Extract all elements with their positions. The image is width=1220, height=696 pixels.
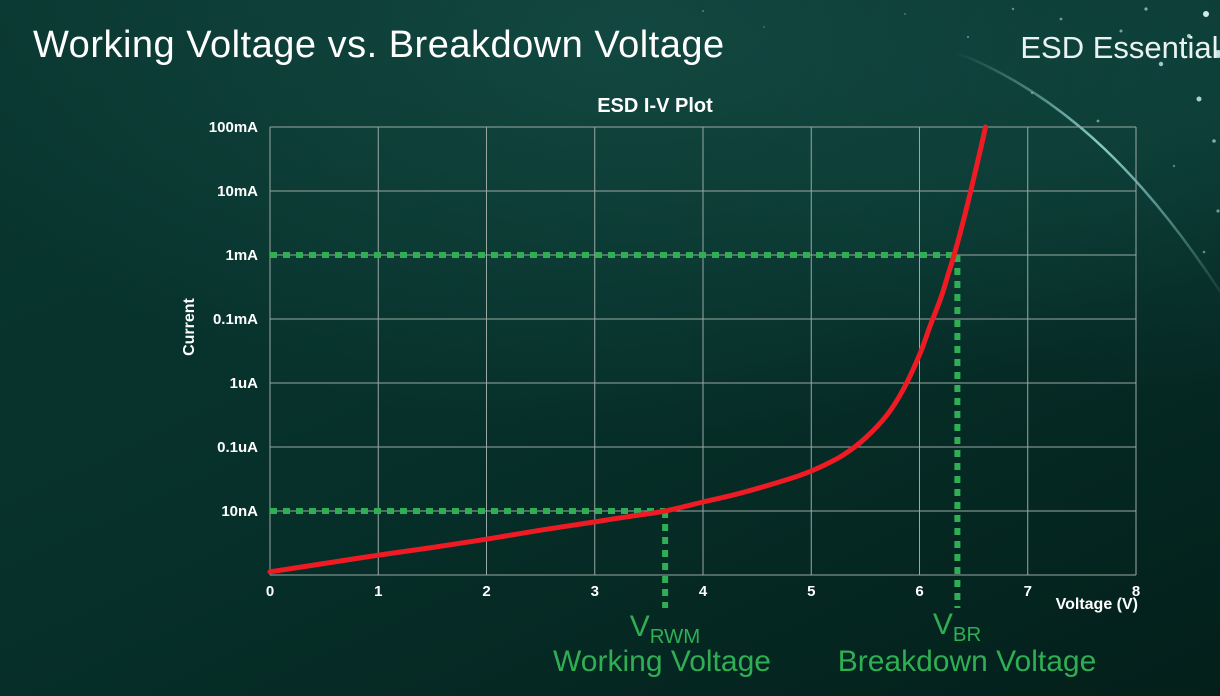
marker-label-vrwm: VRWM [629,610,701,648]
x-tick-label: 0 [266,583,274,600]
y-tick-label: 100mA [209,119,258,136]
y-tick-label: 0.1uA [217,439,258,456]
y-tick-label: 10nA [221,503,258,520]
brand-text: ESD Essentials [1020,30,1220,65]
y-tick-label: 1uA [230,375,259,392]
y-tick-label: 10mA [217,183,258,200]
chart-title: ESD I-V Plot [597,95,713,117]
x-tick-label: 7 [1024,583,1032,600]
y-axis-title: Current [181,298,198,356]
x-tick-label: 4 [699,583,708,600]
marker-label-vbr: VBR [932,608,982,646]
marker-caption-breakdown-voltage: Breakdown Voltage [837,645,1097,678]
x-tick-label: 5 [807,583,815,600]
page-title: Working Voltage vs. Breakdown Voltage [33,24,725,66]
y-tick-label: 0.1mA [213,311,258,328]
light-streak [954,50,1220,294]
x-tick-label: 1 [374,583,382,600]
x-tick-label: 3 [591,583,599,600]
y-tick-label: 1mA [225,247,258,264]
x-axis-title: Voltage (V) [1055,596,1138,613]
x-tick-label: 8 [1132,583,1140,600]
marker-caption-working-voltage: Working Voltage [553,645,771,678]
iv-curve [267,124,988,575]
x-tick-label: 2 [482,583,490,600]
background-dots [702,7,1220,254]
x-tick-label: 6 [915,583,923,600]
